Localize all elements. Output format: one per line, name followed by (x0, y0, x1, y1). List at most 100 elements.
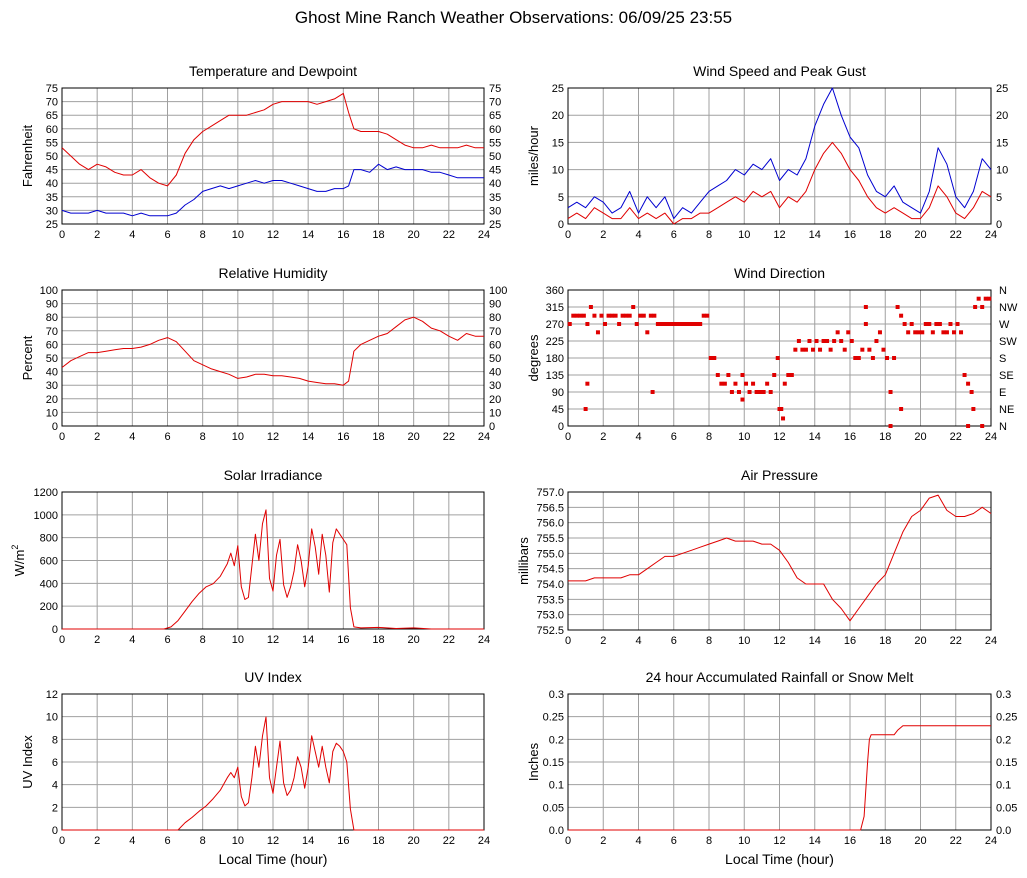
humidity-y-tick-label: 0 (52, 421, 58, 433)
wind-direction-point (934, 322, 939, 326)
rainfall-x-tick-label: 2 (600, 835, 606, 847)
wind-direction-point (726, 373, 731, 377)
wind-direction-point (585, 322, 590, 326)
wind-direction-point (966, 381, 971, 386)
rainfall-y-tick-label-right: 0.15 (996, 757, 1017, 769)
humidity-x-tick-label: 24 (478, 431, 490, 443)
humidity-y-tick-label: 20 (46, 394, 58, 406)
uv-series-line-0 (62, 716, 484, 831)
pressure-x-tick-label: 8 (706, 635, 712, 647)
wind-direction-point (610, 313, 615, 318)
wind-direction-x-tick-label: 20 (914, 431, 926, 443)
wind-direction-point (613, 313, 618, 318)
wind-direction-point (650, 390, 655, 394)
wind-direction-point (747, 390, 752, 394)
wind-direction-point (620, 313, 625, 318)
temperature-y-tick-label: 65 (46, 110, 58, 122)
solar-x-tick-label: 2 (94, 634, 100, 646)
uv-y-tick-label: 2 (52, 802, 58, 814)
wind-direction-point (585, 381, 590, 386)
rainfall-x-tick-label: 24 (985, 835, 997, 847)
wind-direction-point (669, 322, 674, 326)
temperature-y-tick-label-right: 60 (489, 124, 501, 136)
uv-plot-frame (61, 693, 485, 831)
wind-direction-point (638, 313, 643, 318)
wind-direction-point (583, 407, 588, 411)
humidity-y-tick-label-right: 30 (489, 380, 501, 392)
wind-direction-point (740, 373, 745, 377)
rainfall-chart: 24 hour Accumulated Rainfall or Snow Mel… (526, 669, 1017, 867)
temperature-y-tick-label-right: 65 (489, 110, 501, 122)
wind-direction-point (652, 313, 657, 318)
solar-y-tick-label: 800 (40, 533, 58, 545)
rainfall-y-tick-label-right: 0.0 (996, 825, 1011, 837)
uv-y-axis-label: UV Index (20, 735, 35, 789)
wind-direction-compass-label: E (999, 387, 1006, 399)
uv-x-tick-label: 0 (59, 835, 65, 847)
rainfall-title: 24 hour Accumulated Rainfall or Snow Mel… (646, 669, 914, 685)
wind-speed-x-tick-label: 8 (706, 229, 712, 241)
uv-y-tick-label: 8 (52, 734, 58, 746)
wind-direction-point (698, 322, 703, 326)
wind-direction-point (899, 313, 904, 318)
wind-direction-x-tick-label: 22 (950, 431, 962, 443)
wind-direction-point (895, 305, 900, 309)
wind-direction-point (666, 322, 671, 326)
pressure-x-tick-label: 10 (738, 635, 750, 647)
rainfall-y-tick-label: 0.0 (549, 825, 564, 837)
solar-y-tick-label: 1200 (34, 487, 58, 499)
humidity-title: Relative Humidity (219, 265, 328, 281)
solar-y-tick-label: 600 (40, 556, 58, 568)
wind-speed-y-tick-label: 0 (558, 219, 564, 231)
wind-speed-y-tick-label-right: 15 (996, 137, 1008, 149)
wind-direction-point (828, 347, 833, 352)
temperature-x-tick-label: 14 (302, 229, 314, 241)
uv-x-axis-label: Local Time (hour) (219, 851, 328, 867)
wind-direction-y-tick-label: 45 (552, 404, 564, 416)
wind-direction-point (923, 322, 928, 326)
wind-direction-point (899, 407, 904, 411)
wind-direction-point (782, 381, 787, 386)
solar-x-tick-label: 12 (267, 634, 279, 646)
solar-y-axis-label-base: W/m (12, 550, 27, 577)
temperature-title: Temperature and Dewpoint (189, 63, 357, 79)
wind-direction-point (772, 373, 777, 377)
wind-direction-point (814, 339, 819, 343)
wind-direction-point (754, 390, 759, 394)
temperature-x-tick-label: 6 (164, 229, 170, 241)
wind-direction-point (606, 313, 611, 318)
wind-direction-y-tick-label: 315 (546, 302, 564, 314)
wind-direction-point (821, 339, 826, 343)
wind-direction-point (662, 322, 667, 326)
wind-direction-point (980, 305, 985, 309)
wind-direction-y-tick-label: 135 (546, 370, 564, 382)
wind-direction-point (951, 330, 956, 335)
pressure-x-tick-label: 2 (600, 635, 606, 647)
wind-direction-point (708, 356, 713, 360)
humidity-y-tick-label: 70 (46, 326, 58, 338)
wind-direction-point (694, 322, 699, 326)
wind-direction-point (744, 381, 749, 386)
pressure-title: Air Pressure (741, 467, 818, 483)
wind-direction-point (705, 313, 710, 318)
rainfall-y-tick-label-right: 0.05 (996, 802, 1017, 814)
wind-direction-point (592, 313, 597, 318)
wind-direction-point (902, 322, 907, 326)
rainfall-y-tick-label-right: 0.1 (996, 780, 1011, 792)
pressure-x-tick-label: 24 (985, 635, 997, 647)
wind-direction-point (853, 356, 858, 360)
wind-direction-point (729, 390, 734, 394)
rainfall-y-tick-label: 0.3 (549, 689, 564, 701)
uv-x-tick-label: 22 (443, 835, 455, 847)
humidity-y-tick-label: 30 (46, 380, 58, 392)
temperature-y-tick-label-right: 35 (489, 192, 501, 204)
wind-direction-compass-label: N (999, 421, 1007, 433)
pressure-y-tick-label: 753.0 (536, 610, 564, 622)
rainfall-x-tick-label: 22 (950, 835, 962, 847)
wind-direction-plot-frame (567, 289, 992, 427)
wind-direction-point (740, 397, 745, 402)
temperature-y-axis-label: Fahrenheit (20, 125, 35, 188)
wind-direction-point (736, 390, 741, 394)
uv-y-tick-label: 6 (52, 757, 58, 769)
